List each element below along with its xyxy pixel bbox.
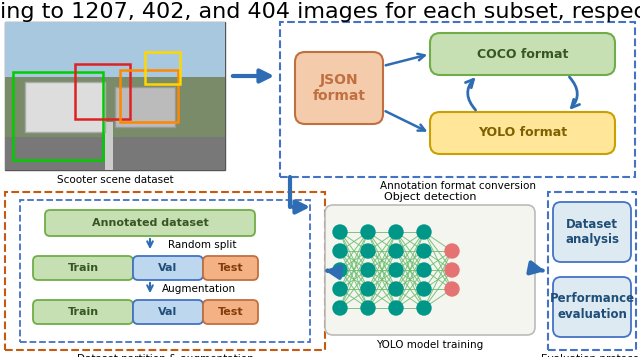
FancyBboxPatch shape [295, 52, 383, 124]
Circle shape [445, 263, 459, 277]
Bar [105, 122, 113, 170]
Text: Evaluation protocol: Evaluation protocol [541, 354, 640, 357]
Text: YOLO format: YOLO format [478, 126, 567, 140]
Text: Val: Val [158, 263, 178, 273]
Bar [5, 192, 325, 350]
FancyBboxPatch shape [553, 277, 631, 337]
Bar [75, 64, 130, 119]
Circle shape [417, 301, 431, 315]
Bar [280, 22, 635, 177]
FancyBboxPatch shape [325, 205, 535, 335]
Circle shape [389, 225, 403, 239]
Bar [120, 70, 178, 122]
Text: evaluation: evaluation [557, 308, 627, 322]
Bar [5, 22, 225, 170]
FancyBboxPatch shape [33, 256, 133, 280]
Bar [5, 22, 225, 77]
FancyBboxPatch shape [33, 300, 133, 324]
Text: Train: Train [67, 307, 99, 317]
FancyBboxPatch shape [45, 210, 255, 236]
Circle shape [389, 244, 403, 258]
Text: analysis: analysis [565, 233, 619, 246]
Circle shape [333, 282, 347, 296]
Text: Val: Val [158, 307, 178, 317]
Bar [25, 82, 105, 132]
Text: Scooter scene dataset: Scooter scene dataset [57, 175, 173, 185]
FancyBboxPatch shape [133, 256, 203, 280]
Circle shape [333, 225, 347, 239]
Text: Augmentation: Augmentation [162, 284, 236, 294]
FancyBboxPatch shape [430, 33, 615, 75]
Text: Train: Train [67, 263, 99, 273]
FancyBboxPatch shape [203, 300, 258, 324]
Text: COCO format: COCO format [477, 47, 568, 60]
Bar [20, 200, 310, 342]
Text: Dataset: Dataset [566, 217, 618, 231]
Circle shape [361, 263, 375, 277]
Text: format: format [312, 89, 365, 103]
FancyBboxPatch shape [430, 112, 615, 154]
Circle shape [389, 282, 403, 296]
Text: Random split: Random split [168, 240, 237, 250]
Text: YOLO model training: YOLO model training [376, 340, 484, 350]
Bar [145, 52, 180, 84]
Text: Test: Test [218, 263, 243, 273]
Circle shape [333, 263, 347, 277]
FancyBboxPatch shape [553, 202, 631, 262]
Text: Test: Test [218, 307, 243, 317]
Circle shape [389, 301, 403, 315]
Circle shape [417, 282, 431, 296]
Circle shape [361, 282, 375, 296]
Text: Annotation format conversion: Annotation format conversion [380, 181, 536, 191]
Circle shape [417, 263, 431, 277]
Bar [5, 77, 225, 137]
Text: JSON: JSON [320, 73, 358, 87]
Text: Annotated dataset: Annotated dataset [92, 218, 209, 228]
Bar [13, 72, 103, 160]
Circle shape [445, 244, 459, 258]
Circle shape [333, 301, 347, 315]
Text: Performance: Performance [549, 292, 635, 306]
Text: ing to 1207, 402, and 404 images for each subset, respectively.: ing to 1207, 402, and 404 images for eac… [0, 2, 640, 22]
Circle shape [361, 244, 375, 258]
Circle shape [417, 244, 431, 258]
Text: Object detection: Object detection [384, 192, 476, 202]
FancyBboxPatch shape [203, 256, 258, 280]
Bar [5, 137, 225, 170]
Circle shape [445, 282, 459, 296]
Text: Dataset partition & augmentation: Dataset partition & augmentation [77, 354, 253, 357]
Circle shape [417, 225, 431, 239]
Circle shape [389, 263, 403, 277]
Circle shape [333, 244, 347, 258]
Bar [115, 87, 175, 127]
Circle shape [361, 301, 375, 315]
FancyBboxPatch shape [133, 300, 203, 324]
Bar [548, 192, 636, 350]
Circle shape [361, 225, 375, 239]
